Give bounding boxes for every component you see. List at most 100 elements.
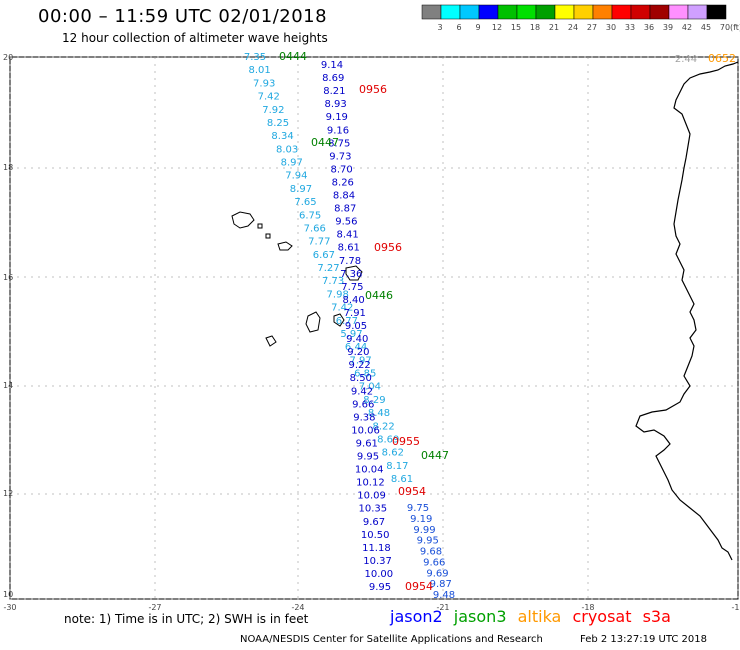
swh-value-blue: 9.38	[353, 412, 375, 423]
swh-value-blue: 9.61	[356, 438, 378, 449]
pass-time-label: 0447	[311, 136, 339, 149]
swh-value-blue: 9.95	[369, 582, 391, 593]
footer-note: note: 1) Time is in UTC; 2) SWH is in fe…	[64, 612, 309, 626]
y-tick-label: 14	[3, 381, 13, 390]
swh-value-blue: 9.40	[346, 334, 368, 345]
swh-value-blue: 8.75	[328, 138, 350, 149]
credit-line: NOAA/NESDIS Center for Satellite Applica…	[240, 634, 543, 645]
swh-value-blue: 8.69	[322, 73, 344, 84]
colorbar-tick: 24	[568, 23, 578, 32]
swh-value-blue: 9.19	[326, 112, 348, 123]
swh-value-cyan: 7.66	[304, 223, 326, 234]
swh-value-blue: 8.40	[342, 295, 364, 306]
swh-value-blue: 9.16	[327, 125, 349, 136]
colorbar-swatch	[649, 4, 670, 20]
colorbar-swatch	[706, 4, 727, 20]
colorbar-swatch	[668, 4, 689, 20]
swh-value-cyan: 8.17	[386, 461, 408, 472]
coastline	[231, 61, 739, 561]
y-tick-label: 18	[3, 163, 13, 172]
map-frame	[9, 56, 739, 600]
swh-value-blue: 8.41	[336, 230, 358, 241]
colorbar-tick: 70	[720, 23, 730, 32]
swh-value-cyan: 7.93	[253, 78, 275, 89]
swh-value-cyan: 6.67	[313, 250, 335, 261]
island-outline	[305, 311, 321, 333]
colorbar-tick: 3	[437, 23, 442, 32]
swh-value-blue: 10.50	[361, 530, 390, 541]
colorbar-tick: 39	[663, 23, 673, 32]
legend-cryosat: cryosat	[572, 607, 632, 626]
swh-value-cyan: 7.65	[294, 197, 316, 208]
colorbar-tick: 45	[701, 23, 711, 32]
legend-altika: altika	[517, 607, 562, 626]
x-tick-label: -15	[731, 603, 740, 612]
swh-value-descending: 9.99	[413, 525, 435, 536]
swh-value-cyan: 8.25	[267, 118, 289, 129]
colorbar-swatch	[497, 4, 518, 20]
swh-value-descending: 9.68	[420, 547, 442, 558]
colorbar-swatch	[630, 4, 651, 20]
swh-value-blue: 8.50	[350, 373, 372, 384]
legend-jason3: jason3	[453, 607, 507, 626]
swh-value-cyan: 6.77	[336, 316, 358, 327]
swh-value-cyan: 8.62	[382, 448, 404, 459]
colorbar-swatch	[459, 4, 480, 20]
swh-value-blue: 9.42	[351, 386, 373, 397]
colorbar-swatch	[554, 4, 575, 20]
swh-value-cyan: 7.73	[322, 276, 344, 287]
colorbar-tick: 21	[549, 23, 559, 32]
swh-value-cyan: 7.94	[285, 171, 307, 182]
colorbar-tick: 27	[587, 23, 597, 32]
pass-time-label: 0954	[405, 580, 433, 593]
swh-value-cyan: 7.04	[359, 382, 381, 393]
swh-value-blue: 9.20	[347, 347, 369, 358]
swh-value-blue: 7.36	[340, 269, 362, 280]
colorbar-tick: 18	[530, 23, 540, 32]
swh-value-cyan: 6.75	[299, 210, 321, 221]
swh-value-blue: 8.21	[323, 86, 345, 97]
island-outline	[265, 233, 271, 239]
swh-value-blue: 10.00	[364, 569, 393, 580]
colorbar-swatch	[421, 4, 442, 20]
colorbar-tick: 30	[606, 23, 616, 32]
legend-s3a: s3a	[642, 607, 671, 626]
swh-value-blue: 10.37	[363, 556, 392, 567]
swh-value-cyan: 8.69	[377, 434, 399, 445]
y-tick-label: 20	[3, 53, 13, 62]
timestamp: Feb 2 13:27:19 UTC 2018	[580, 634, 707, 645]
swh-value-blue: 9.73	[329, 151, 351, 162]
swh-value-cyan: 7.97	[350, 355, 372, 366]
swh-value-descending: 9.19	[410, 514, 432, 525]
legend-jason2: jason2	[390, 607, 443, 626]
island-outline	[257, 223, 263, 229]
colorbar-tick: 33	[625, 23, 635, 32]
island-outline	[333, 313, 345, 327]
corner-value: 2.44	[675, 54, 697, 65]
pass-time-label: 0954	[398, 485, 426, 498]
swh-value-cyan: 8.29	[363, 395, 385, 406]
swh-value-descending: 9.66	[423, 557, 445, 568]
axis-tick-labels: -30 -27 -24 -21 -18 -15 20 18 16 14 12 10	[3, 53, 740, 612]
swh-value-cyan: 5.97	[340, 329, 362, 340]
corner-time: 0652	[708, 52, 736, 65]
pass-time-label: 0955	[392, 435, 420, 448]
swh-value-cyan: 6.44	[345, 342, 367, 353]
colorbar-swatch	[573, 4, 594, 20]
colorbar-unit: (ft)	[730, 23, 740, 32]
swh-value-blue: 10.06	[351, 425, 380, 436]
swh-value-cyan: 7.42	[331, 303, 353, 314]
colorbar-tick: 6	[456, 23, 461, 32]
colorbar-tick: 15	[511, 23, 521, 32]
swh-value-blue: 9.14	[321, 60, 343, 71]
island-outline	[345, 265, 363, 281]
swh-value-descending: 9.75	[407, 503, 429, 514]
swh-value-cyan: 7.92	[262, 105, 284, 116]
x-tick-label: -24	[291, 603, 304, 612]
swh-value-blue: 9.05	[345, 321, 367, 332]
swh-value-blue: 10.09	[357, 491, 386, 502]
swh-value-descending: 9.95	[417, 536, 439, 547]
swh-value-cyan: 6.85	[354, 369, 376, 380]
